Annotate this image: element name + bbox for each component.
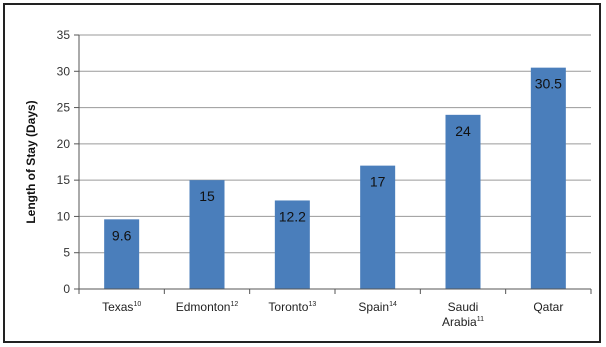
bar-spain (360, 165, 396, 289)
bar-toronto (274, 200, 310, 289)
y-tick-label: 30 (57, 64, 71, 78)
y-tick-label: 10 (57, 209, 71, 223)
data-label: 9.6 (112, 227, 132, 243)
y-axis-ticks: 0 5 10 15 20 25 30 35 (57, 28, 79, 296)
bars (104, 67, 566, 290)
y-tick-label: 5 (63, 246, 70, 260)
bar-saudi-arabia (445, 114, 481, 289)
x-axis-categories: Texas10 Edmonton12 Toronto13 Spain14 Saudi Ar… (78, 289, 592, 329)
data-labels: 9.6 15 12.2 17 24 30.5 (112, 76, 562, 244)
x-category-label: Qatar (533, 300, 563, 314)
bar-edmonton (189, 180, 225, 289)
x-category-label: Edmonton12 (176, 300, 239, 314)
data-label: 12.2 (279, 208, 306, 224)
gridlines (79, 34, 591, 254)
y-tick-label: 25 (57, 101, 71, 115)
x-category-label: Texas10 (102, 300, 141, 314)
chart-frame: Length of Stay (Days) 0 5 10 15 20 25 30 35 9.6… (3, 3, 601, 343)
y-tick-label: 35 (57, 28, 71, 42)
y-axis-label: Length of Stay (Days) (24, 100, 38, 223)
data-label: 17 (370, 174, 386, 190)
data-label: 15 (199, 188, 215, 204)
y-tick-label: 20 (57, 137, 71, 151)
x-category-label: Spain14 (358, 300, 397, 314)
data-label: 30.5 (535, 76, 562, 92)
x-category-label: Toronto13 (268, 300, 316, 314)
y-tick-label: 15 (57, 173, 71, 187)
bar-texas (104, 219, 140, 289)
y-tick-label: 0 (63, 282, 70, 296)
bar-chart: Length of Stay (Days) 0 5 10 15 20 25 30 35 9.6… (24, 28, 592, 329)
data-label: 24 (455, 123, 471, 139)
bar-qatar (530, 67, 566, 290)
x-category-label: Saudi Arabia11 (442, 300, 484, 329)
